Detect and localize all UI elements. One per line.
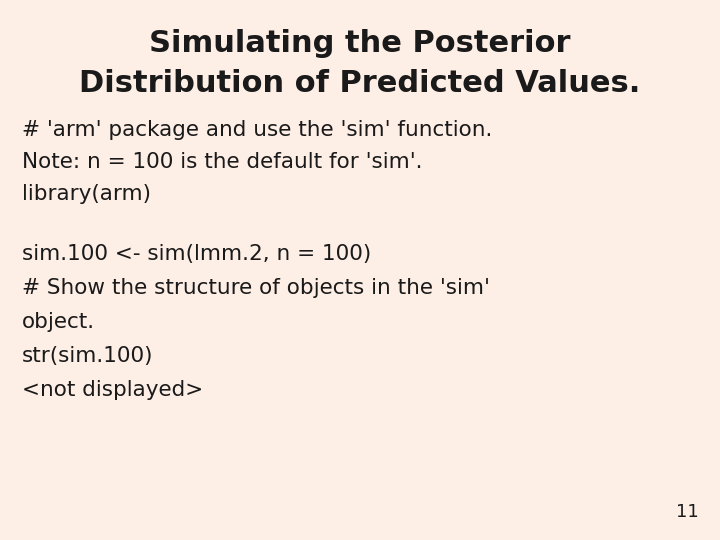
Text: sim.100 <- sim(lmm.2, n = 100): sim.100 <- sim(lmm.2, n = 100) (22, 244, 371, 264)
Text: library(arm): library(arm) (22, 184, 150, 205)
Text: 11: 11 (675, 503, 698, 521)
Text: Simulating the Posterior: Simulating the Posterior (149, 29, 571, 58)
Text: # 'arm' package and use the 'sim' function.: # 'arm' package and use the 'sim' functi… (22, 119, 492, 140)
Text: str(sim.100): str(sim.100) (22, 346, 153, 367)
Text: object.: object. (22, 312, 95, 332)
Text: Note: n = 100 is the default for 'sim'.: Note: n = 100 is the default for 'sim'. (22, 152, 422, 172)
Text: <not displayed>: <not displayed> (22, 380, 203, 401)
Text: # Show the structure of objects in the 'sim': # Show the structure of objects in the '… (22, 278, 490, 298)
Text: Distribution of Predicted Values.: Distribution of Predicted Values. (79, 69, 641, 98)
